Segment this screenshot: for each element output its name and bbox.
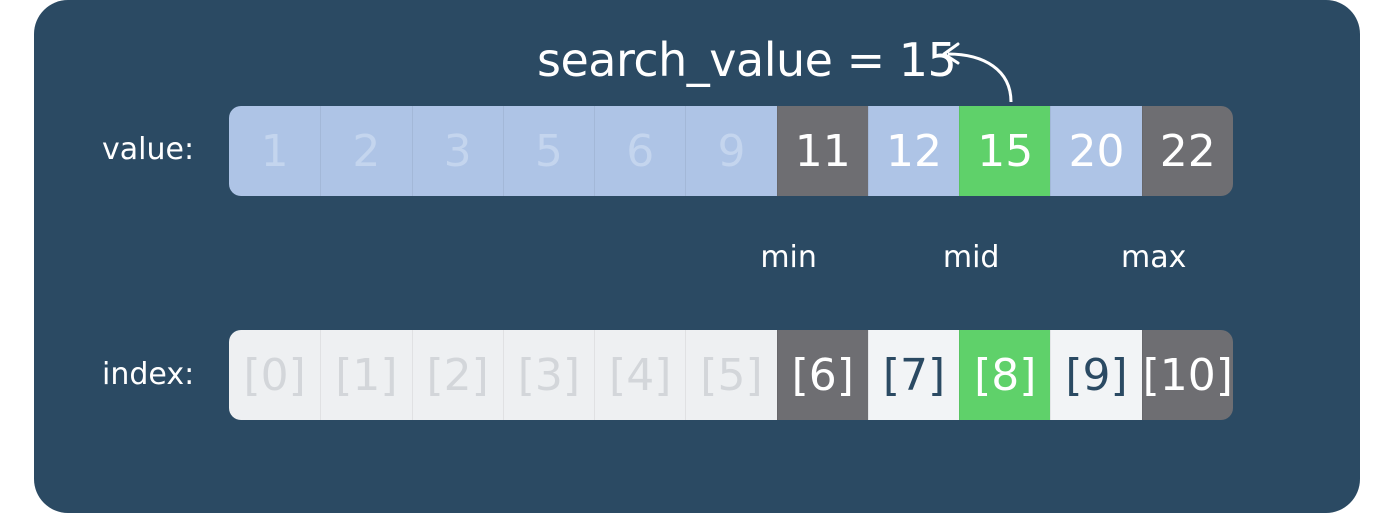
index-cell: [0] bbox=[229, 330, 321, 420]
index-cell: [10] bbox=[1141, 330, 1233, 420]
value-cell: 20 bbox=[1050, 106, 1142, 196]
value-cell: 5 bbox=[502, 106, 595, 196]
diagram-panel: search_value = 15 value: index: 1 2 3 5 6 9 11… bbox=[34, 0, 1360, 513]
index-cell: [6] bbox=[776, 330, 868, 420]
index-cell: [1] bbox=[320, 330, 412, 420]
value-cell: 1 bbox=[229, 106, 321, 196]
index-cell: [2] bbox=[411, 330, 503, 420]
index-cell: [5] bbox=[685, 330, 777, 420]
index-cell: [7] bbox=[867, 330, 960, 420]
index-cell: [3] bbox=[502, 330, 595, 420]
value-cell: 9 bbox=[685, 106, 777, 196]
search-value-title: search_value = 15 bbox=[537, 33, 957, 87]
curved-arrow-icon bbox=[942, 42, 1013, 103]
value-cell: 11 bbox=[776, 106, 868, 196]
value-cell: 15 bbox=[959, 106, 1051, 196]
indices-array: [0] [1] [2] [3] [4] [5] [6] [7] [8] [9] [10] bbox=[229, 330, 1233, 420]
pointer-mid: mid bbox=[942, 240, 1000, 275]
index-cell: [9] bbox=[1050, 330, 1142, 420]
value-row-label: value: bbox=[102, 132, 195, 167]
index-cell: [4] bbox=[594, 330, 686, 420]
value-cell: 22 bbox=[1141, 106, 1233, 196]
value-cell: 2 bbox=[320, 106, 412, 196]
pointer-min: min bbox=[760, 240, 817, 275]
values-array: 1 2 3 5 6 9 11 12 15 20 22 bbox=[229, 106, 1233, 196]
value-cell: 3 bbox=[411, 106, 503, 196]
value-cell: 12 bbox=[867, 106, 960, 196]
pointer-max: max bbox=[1121, 240, 1187, 275]
index-cell: [8] bbox=[959, 330, 1051, 420]
value-cell: 6 bbox=[594, 106, 686, 196]
index-row-label: index: bbox=[102, 357, 195, 392]
